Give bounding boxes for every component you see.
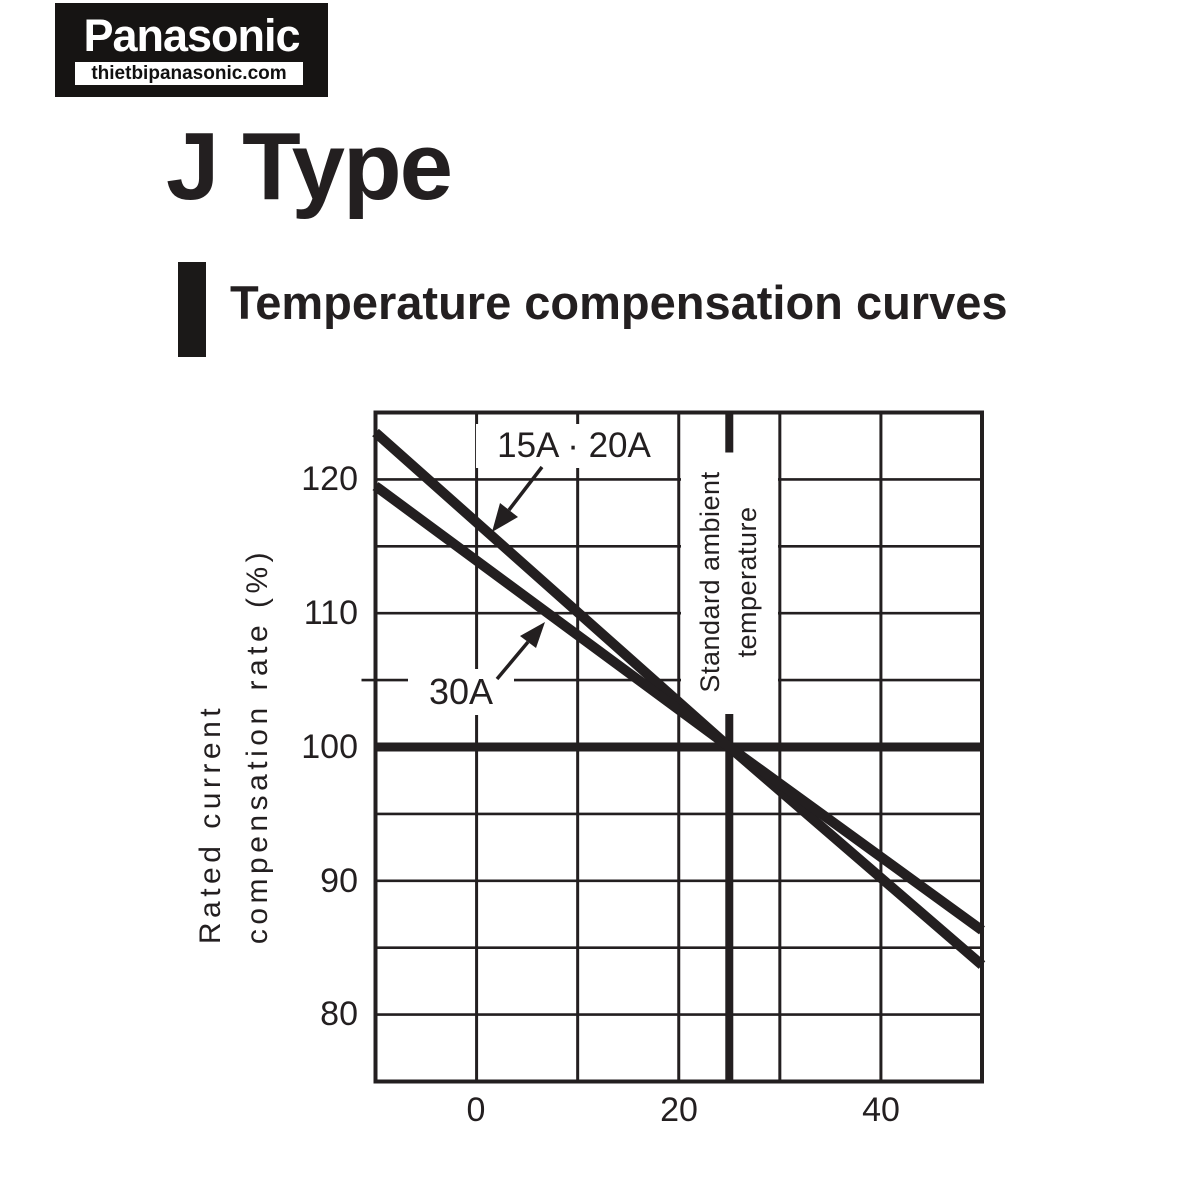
logo-site-text: thietbipanasonic.com (91, 63, 287, 84)
standard-ambient-line-1: Standard ambient (695, 471, 725, 693)
y-tick-80: 80 (320, 995, 358, 1033)
panasonic-logo-text: Panasonic (83, 10, 300, 61)
logo-site-strip (75, 62, 303, 85)
y-tick-100: 100 (301, 728, 358, 766)
x-tick-20: 20 (660, 1091, 698, 1129)
standard-ambient-line-2: temperature (732, 506, 762, 658)
y-tick-110: 110 (303, 594, 358, 632)
section-heading: Temperature compensation curves (230, 276, 1008, 329)
x-tick-0: 0 (466, 1091, 486, 1129)
page-title: J Type (166, 113, 453, 220)
standard-ambient-label-background (681, 450, 778, 716)
series-label-30a: 30A (408, 669, 514, 715)
section-heading-bar (178, 262, 206, 357)
y-tick-120: 120 (301, 460, 358, 498)
x-tick-40: 40 (862, 1091, 900, 1129)
y-tick-90: 90 (320, 862, 358, 900)
series-label-15a-20a: 15A · 20A (476, 424, 672, 468)
y-axis-title-line-1: Rated current (194, 703, 227, 945)
standard-ambient-temperature-label: Standard ambient temperature (692, 471, 766, 692)
